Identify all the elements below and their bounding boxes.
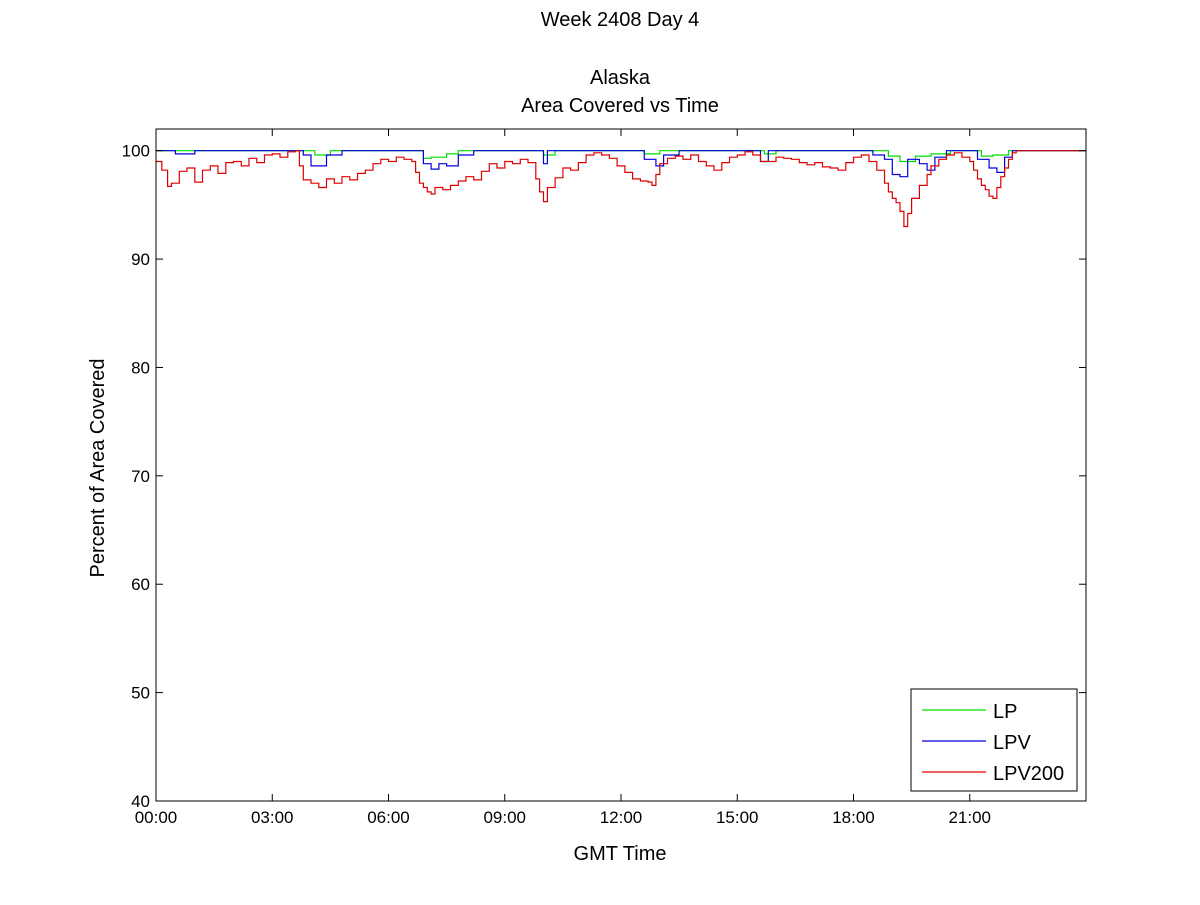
legend-label-lp: LP: [993, 701, 1017, 723]
legend-box: [910, 688, 1078, 792]
x-tick-label: 18:00: [832, 808, 875, 827]
chart-title-region: Alaska: [590, 67, 651, 89]
series-layer: [156, 150, 1086, 228]
y-axis-label: Percent of Area Covered: [87, 358, 109, 577]
y-tick-label: 60: [131, 575, 150, 594]
x-tick-label: 12:00: [600, 808, 643, 827]
y-tick-label: 40: [131, 792, 150, 811]
x-tick-label: 21:00: [948, 808, 991, 827]
legend-label-lpv: LPV: [993, 732, 1031, 754]
x-tick-label: 00:00: [135, 808, 178, 827]
legend-label-lpv200: LPV200: [993, 763, 1064, 785]
x-tick-label: 06:00: [367, 808, 410, 827]
y-tick-label: 100: [122, 142, 150, 161]
y-tick-label: 50: [131, 684, 150, 703]
x-axis-label: GMT Time: [574, 843, 667, 865]
y-tick-label: 70: [131, 467, 150, 486]
axis-ticks: 00:00 03:00 06:00 09:00 12:00 15:00 18:00 21:00…: [122, 129, 1086, 827]
x-tick-label: 09:00: [483, 808, 526, 827]
chart-title-subject: Area Covered vs Time: [521, 95, 719, 117]
y-tick-label: 80: [131, 358, 150, 377]
y-tick-label: 90: [131, 250, 150, 269]
chart-legend: LP LPV LPV200: [910, 688, 1078, 792]
series-line-lpv200: [156, 150, 1086, 228]
x-tick-label: 15:00: [716, 808, 759, 827]
chart-title-week: Week 2408 Day 4: [541, 9, 700, 31]
x-tick-label: 03:00: [251, 808, 294, 827]
